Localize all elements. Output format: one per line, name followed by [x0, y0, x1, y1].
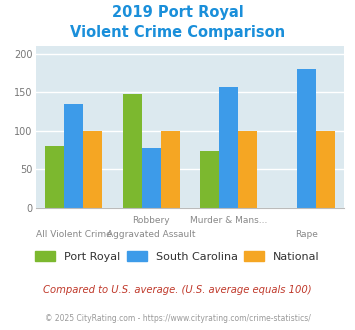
Legend: Port Royal, South Carolina, National: Port Royal, South Carolina, National: [35, 251, 320, 262]
Text: Aggravated Assault: Aggravated Assault: [107, 230, 195, 239]
Bar: [45, 146, 64, 208]
Text: 2019 Port Royal: 2019 Port Royal: [111, 5, 244, 20]
Text: Violent Crime Comparison: Violent Crime Comparison: [70, 25, 285, 40]
Bar: [219, 87, 238, 208]
Text: All Violent Crime: All Violent Crime: [36, 230, 111, 239]
Text: Rape: Rape: [295, 230, 318, 239]
Text: Murder & Mans...: Murder & Mans...: [190, 216, 267, 225]
Bar: [142, 148, 160, 208]
Bar: [160, 131, 180, 208]
Bar: [200, 151, 219, 208]
Bar: [297, 69, 316, 208]
Bar: [316, 131, 335, 208]
Bar: [83, 131, 102, 208]
Text: © 2025 CityRating.com - https://www.cityrating.com/crime-statistics/: © 2025 CityRating.com - https://www.city…: [45, 314, 310, 323]
Bar: [64, 104, 83, 208]
Bar: [238, 131, 257, 208]
Text: Compared to U.S. average. (U.S. average equals 100): Compared to U.S. average. (U.S. average …: [43, 285, 312, 295]
Bar: [123, 94, 142, 208]
Text: Robbery: Robbery: [132, 216, 170, 225]
